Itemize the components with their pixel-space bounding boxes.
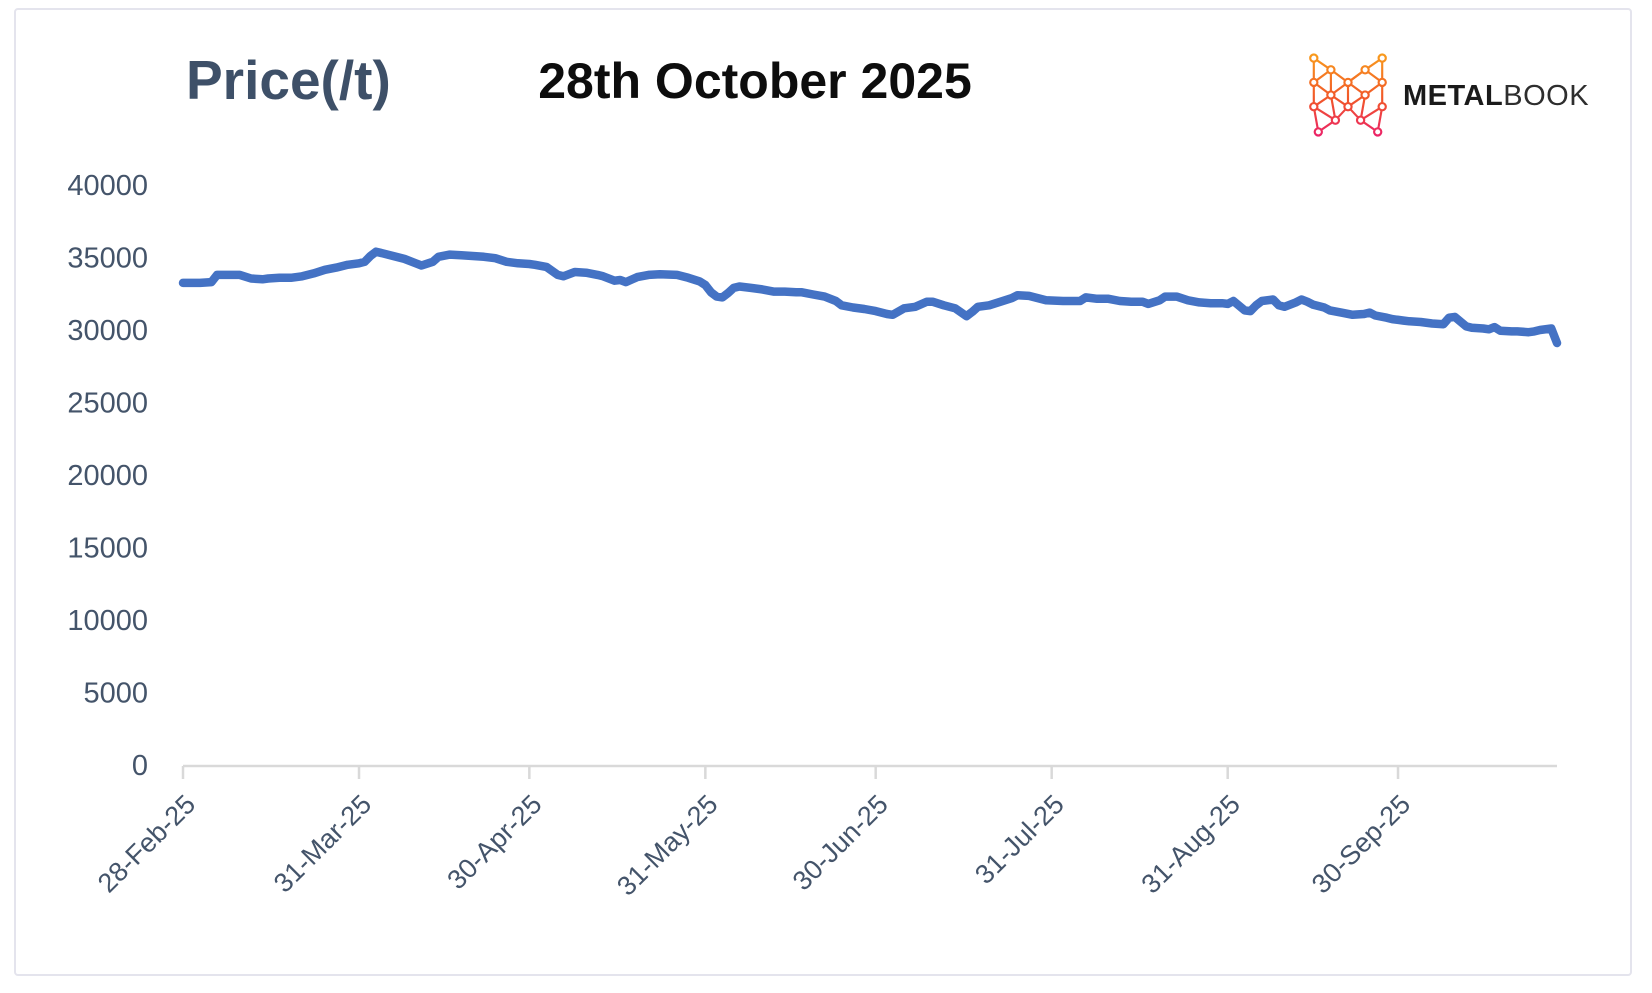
y-axis-title: Price(/t) <box>186 49 391 111</box>
brand-book: BOOK <box>1503 80 1590 112</box>
metalbook-logo: METALBOOK <box>1300 50 1600 140</box>
y-axis-label: 35000 <box>67 243 148 275</box>
x-axis-label: 30-Apr-25 <box>441 789 547 895</box>
metalbook-wordmark: METALBOOK <box>1403 80 1589 113</box>
y-axis-label: 10000 <box>67 605 148 637</box>
x-axis-label: 31-Mar-25 <box>268 789 377 898</box>
chart-title: 28th October 2025 <box>538 53 972 109</box>
x-axis-label: 31-Jul-25 <box>969 789 1070 890</box>
brand-metal: METAL <box>1403 80 1504 112</box>
y-axis-label: 20000 <box>67 460 148 492</box>
y-axis-label: 5000 <box>83 678 148 710</box>
x-axis-label: 30-Jun-25 <box>787 789 894 896</box>
y-axis-label: 0 <box>132 750 148 782</box>
price-series-line <box>178 247 1562 348</box>
x-axis-label: 30-Sep-25 <box>1306 789 1416 899</box>
y-axis-label: 30000 <box>67 315 148 347</box>
x-axis-label: 31-May-25 <box>611 789 723 901</box>
y-axis-label: 25000 <box>67 388 148 420</box>
metalbook-network-m-icon <box>1309 53 1387 137</box>
x-axis-label: 28-Feb-25 <box>92 789 201 898</box>
x-axis-label: 31-Aug-25 <box>1136 789 1246 899</box>
y-axis-label: 40000 <box>67 170 148 202</box>
chart-frame <box>14 8 1632 976</box>
y-axis-label: 15000 <box>67 533 148 565</box>
